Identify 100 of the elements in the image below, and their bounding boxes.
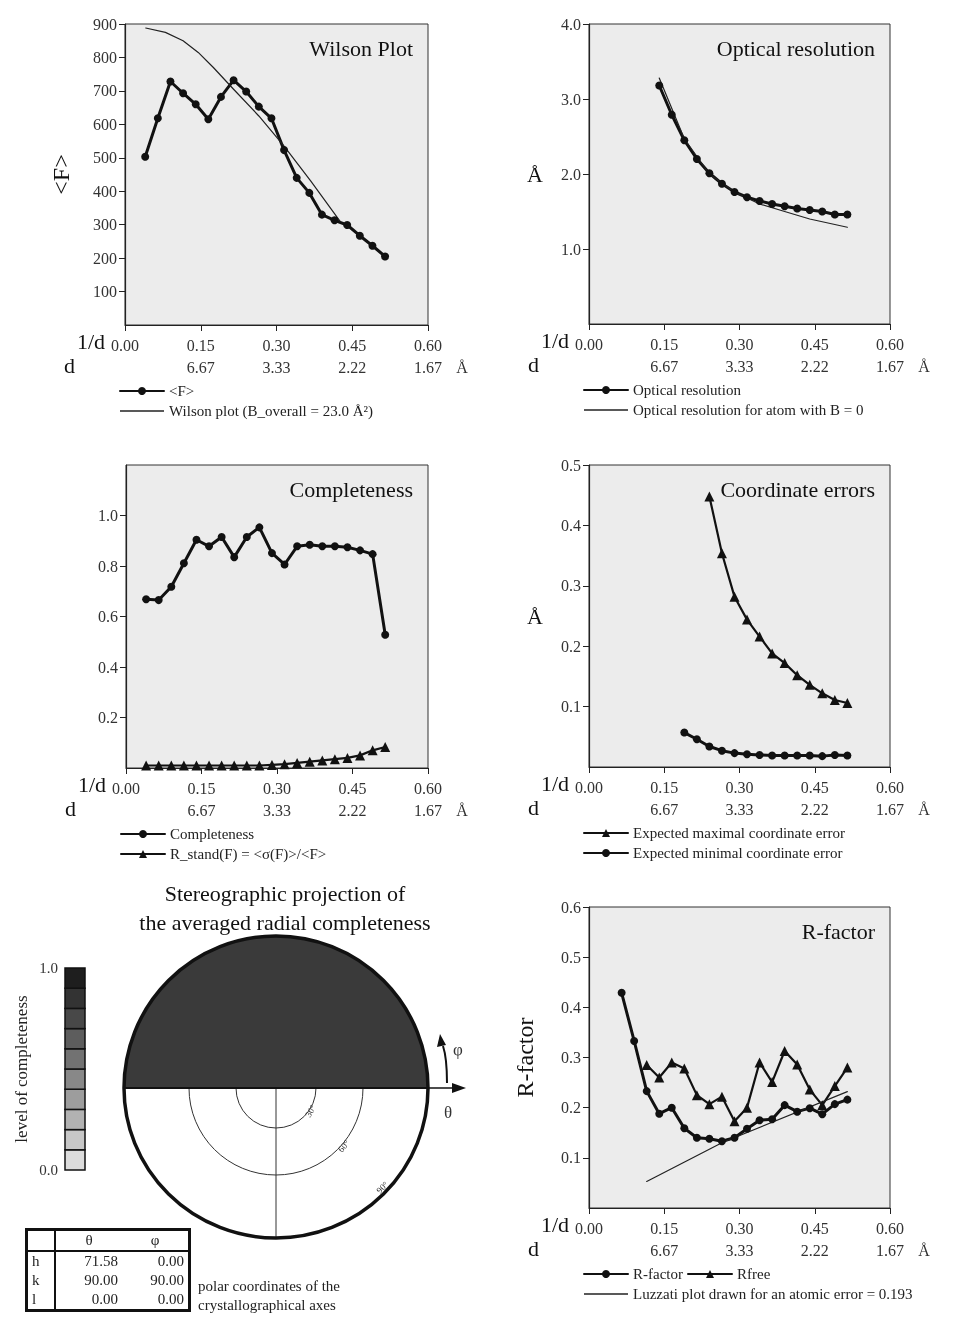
text: Å: [918, 357, 931, 375]
text: d: [528, 794, 539, 820]
x-tick-label: 0.15: [650, 335, 679, 353]
x-axis-title: 1/d: [76, 328, 106, 354]
x-tick-label: 0.60: [876, 335, 904, 353]
text: 0.00: [156, 1252, 185, 1271]
x-axis-title: 1/d: [77, 771, 107, 797]
y-tick-label: 600: [93, 115, 117, 133]
legend-label: R-factor: [633, 1266, 683, 1282]
legend-label: Completeness: [170, 826, 255, 842]
text: 71.58: [83, 1252, 119, 1271]
text: 90.00: [83, 1271, 119, 1290]
text: h: [26, 1251, 55, 1271]
text: d: [528, 1235, 539, 1261]
text: Wilson Plot: [309, 35, 414, 61]
text: 2.22: [800, 357, 829, 375]
legend-label: Expected maximal coordinate error: [633, 825, 845, 841]
text: Stereographic projection of the averaged radial completeness: [139, 881, 431, 935]
x-tick-label: 0.00: [111, 336, 139, 354]
y-tick-label: 0.2: [98, 709, 118, 726]
text: Coordinate errors: [720, 476, 875, 502]
text: Optical resolution: [716, 35, 876, 61]
y-tick-label: 200: [93, 249, 117, 267]
x-tick-label: 0.00: [575, 1219, 603, 1237]
x-tick-label: 0.60: [876, 1219, 904, 1237]
text: d: [65, 795, 76, 821]
text: k: [26, 1271, 55, 1290]
text: 6.67: [650, 800, 679, 818]
y-tick-label: 2.0: [561, 165, 581, 183]
y-axis-title: Å: [527, 161, 544, 187]
text: 60°: [335, 1137, 352, 1155]
x-tick-label: 0.00: [575, 335, 603, 353]
text: Å: [918, 800, 931, 818]
text: 2.22: [800, 1241, 829, 1259]
text: Å: [918, 1241, 931, 1259]
y-tick-label: 0.3: [561, 1049, 581, 1066]
y-tick-label: 0.6: [98, 608, 118, 625]
text: 2.22: [338, 801, 367, 819]
x-tick-label: 0.30: [263, 779, 291, 797]
text: polar coordinates of the crystallographical axes: [198, 1277, 342, 1315]
x-tick-label: 0.15: [187, 779, 216, 797]
y-tick-label: 300: [93, 216, 117, 234]
x-tick-label: 0.60: [414, 336, 442, 354]
x-tick-label: 0.30: [725, 335, 754, 353]
text: 1.67: [414, 801, 442, 819]
text: φ: [122, 1229, 190, 1251]
x-tick-label: 0.60: [876, 778, 904, 796]
legend-label: Rfree: [736, 1266, 771, 1282]
y-tick-label: 400: [93, 182, 117, 200]
text: 1.67: [876, 357, 904, 375]
y-tick-label: 800: [93, 48, 117, 66]
legend-label: R_stand(F) = <σ(F)>/<F>: [170, 846, 327, 863]
text: 3.33: [725, 800, 754, 818]
text: θ: [55, 1229, 122, 1251]
y-tick-label: 100: [93, 283, 117, 301]
y-tick-label: 1.0: [98, 507, 118, 524]
y-tick-label: 0.2: [561, 637, 581, 655]
y-tick-label: 0.1: [561, 698, 581, 716]
y-axis-title: Å: [527, 603, 544, 629]
x-tick-label: 0.45: [338, 779, 367, 797]
x-tick-label: 0.30: [725, 778, 754, 796]
text: 0.0: [39, 1162, 58, 1178]
text: 90°: [374, 1179, 391, 1196]
x-tick-label: 0.15: [650, 1219, 679, 1237]
x-axis-title: 1/d: [540, 1211, 570, 1237]
text: 2.22: [800, 800, 829, 818]
text: Completeness: [289, 476, 414, 502]
x-tick-label: 0.15: [186, 336, 215, 354]
text: 6.67: [186, 358, 215, 376]
y-tick-label: 1.0: [561, 240, 581, 258]
y-axis-title: R-factor: [512, 1017, 538, 1098]
y-tick-label: 4.0: [561, 15, 581, 33]
text: 1.67: [414, 358, 442, 376]
y-tick-label: 3.0: [561, 90, 581, 108]
x-axis-title: 1/d: [540, 327, 570, 353]
legend-label: Expected minimal coordinate error: [633, 845, 843, 861]
y-tick-label: 0.2: [561, 1099, 581, 1117]
y-axis-title: <F>: [48, 154, 74, 195]
legend-label: <F>: [169, 383, 195, 399]
text: Å: [456, 358, 469, 376]
text: 0.00: [90, 1290, 119, 1309]
x-tick-label: 0.00: [112, 779, 140, 797]
text: 2.22: [338, 358, 367, 376]
x-tick-label: 0.45: [800, 778, 829, 796]
y-tick-label: 0.4: [561, 516, 581, 534]
color-bar-title: level of completeness: [12, 995, 31, 1143]
y-tick-label: 500: [93, 149, 117, 167]
text: 3.33: [725, 357, 754, 375]
y-tick-label: 0.8: [98, 557, 118, 575]
y-tick-label: 0.5: [561, 456, 581, 474]
text: 0.00: [156, 1290, 185, 1309]
x-tick-label: 0.15: [650, 778, 679, 796]
x-tick-label: 0.60: [414, 779, 442, 797]
text: l: [26, 1290, 55, 1311]
text: φ: [453, 1040, 464, 1059]
y-tick-label: 0.6: [561, 898, 581, 916]
legend-label: Optical resolution for atom with B = 0: [633, 402, 864, 418]
text: d: [64, 352, 75, 378]
legend-label: Wilson plot (B_overall = 23.0 Å²): [169, 403, 373, 420]
text: Å: [456, 801, 469, 819]
